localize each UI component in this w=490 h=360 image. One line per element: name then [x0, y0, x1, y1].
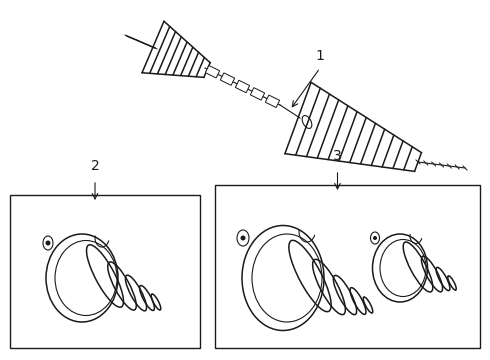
Circle shape	[373, 236, 377, 240]
Bar	[215, 185, 480, 348]
Bar	[266, 95, 280, 108]
Text: 2: 2	[91, 159, 99, 173]
Text: 1: 1	[316, 49, 324, 63]
Bar	[205, 66, 220, 78]
Bar	[220, 73, 235, 85]
Circle shape	[241, 235, 245, 240]
Text: 3: 3	[333, 149, 342, 163]
Bar	[250, 87, 265, 100]
Bar	[10, 195, 200, 348]
Bar	[235, 80, 249, 93]
Circle shape	[46, 240, 50, 246]
